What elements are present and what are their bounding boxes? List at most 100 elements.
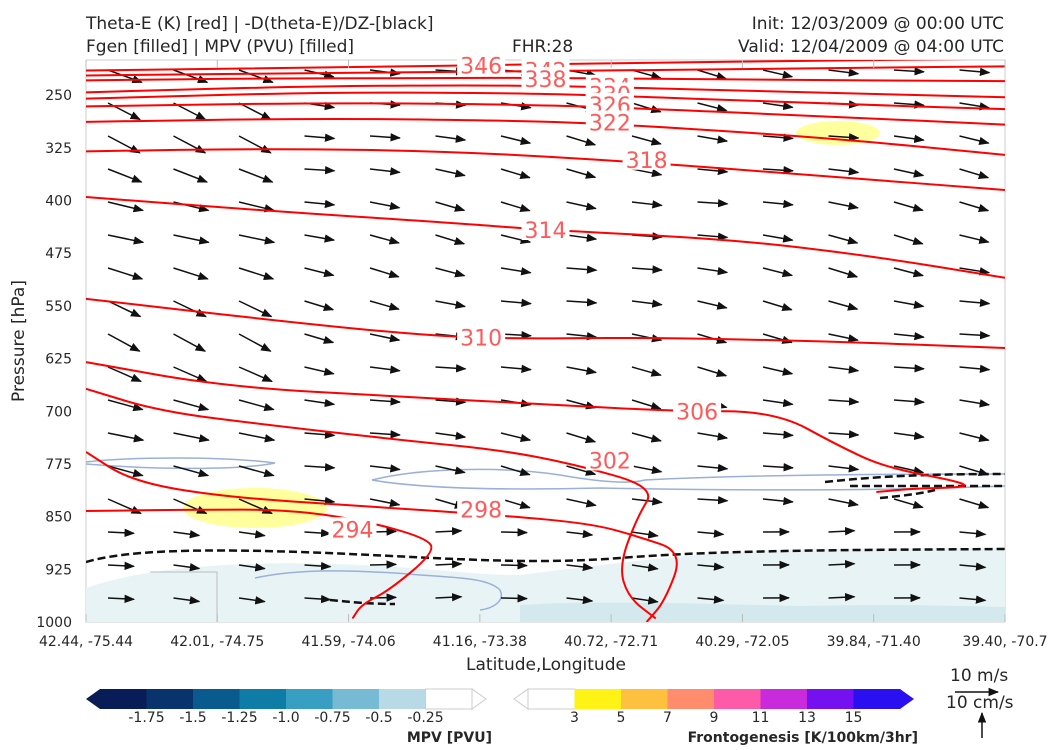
wind-arrow: [500, 465, 531, 476]
wind-vectors: [107, 67, 991, 605]
wind-arrow: [566, 135, 597, 147]
wind-arrow: [697, 432, 729, 441]
wind-arrow: [304, 561, 332, 571]
y-tick-label: 925: [45, 562, 72, 578]
wind-arrow: [107, 432, 145, 443]
wind-arrow: [566, 233, 598, 242]
wind-arrow: [566, 331, 598, 341]
wind-arrow: [238, 432, 276, 443]
wind-arrow: [107, 267, 144, 281]
wind-arrow: [173, 300, 207, 318]
wind-arrow: [828, 397, 860, 406]
mpv-colorbar-title: MPV [PVU]: [407, 730, 492, 746]
wind-arrow: [893, 234, 924, 246]
mpv-contour-surface: [254, 570, 502, 611]
wind-arrow: [173, 530, 201, 539]
wind-arrow: [566, 201, 597, 211]
valid-time: Valid: 12/04/2009 @ 04:00 UTC: [738, 37, 1004, 57]
wind-arrow: [566, 529, 594, 539]
wind-arrow: [173, 267, 209, 281]
wind-arrow: [893, 397, 925, 406]
wind-arrow: [238, 465, 275, 478]
theta-e-label-bg: [457, 325, 506, 348]
theta-e-contour: [86, 84, 1005, 99]
wind-arrow: [369, 430, 401, 439]
fgen-colorbar-swatch: [714, 689, 761, 709]
fgen-colorbar-tick: 9: [710, 710, 719, 726]
wind-arrow: [697, 463, 729, 473]
theta-e-label: 314: [525, 219, 567, 244]
wind-arrow: [500, 267, 532, 276]
mpv-colorbar-extend-left: [86, 689, 100, 709]
wind-arrow: [697, 232, 729, 241]
theta-e-contour: [86, 117, 1005, 156]
theta-e-label-bg: [622, 147, 671, 170]
theta-e-label-bg: [328, 517, 377, 540]
x-tick-label: 39.40, -70.7: [962, 634, 1047, 650]
wind-arrow: [369, 498, 401, 508]
wind-arrow: [828, 267, 859, 279]
wind-arrow: [631, 399, 662, 411]
wind-arrow: [893, 431, 925, 441]
wind-arrow: [369, 167, 401, 176]
wind-arrow: [107, 201, 145, 213]
wind-arrow: [304, 398, 336, 408]
wind-arrow: [697, 496, 729, 505]
wind-arrow: [762, 398, 794, 408]
wind-arrow: [566, 168, 597, 179]
fhr-label: FHR:28: [512, 37, 574, 57]
wind-arrow: [173, 366, 208, 383]
wind-arrow: [697, 135, 729, 144]
wind-arrow: [762, 199, 794, 209]
wind-arrow: [435, 397, 467, 406]
wind-arrow: [566, 465, 597, 476]
wind-arrow: [173, 234, 210, 245]
wind-arrow: [304, 430, 336, 439]
wind-arrow: [238, 201, 276, 213]
frontogenesis-colorbar-title: Frontogenesis [K/100km/3hr]: [688, 730, 918, 746]
wind-arrow: [762, 300, 793, 312]
wind-arrow: [304, 199, 336, 209]
wind-arrow: [893, 300, 925, 309]
theta-e-label-bg: [585, 110, 634, 133]
x-tick-label: 41.16, -73.38: [433, 634, 527, 650]
terrain-outline: [150, 571, 218, 622]
fgen-colorbar-tick: 11: [752, 710, 770, 726]
mpv-colorbar-tick: -0.5: [365, 710, 392, 726]
wind-arrow: [173, 69, 209, 84]
wind-arrow: [435, 465, 466, 475]
wind-arrow: [828, 430, 860, 439]
wind-arrow: [697, 595, 725, 604]
wind-arrow: [500, 168, 531, 179]
wind-scale-horizontal: 10 m/s: [950, 666, 1008, 686]
x-tick-label: 40.72, -72.71: [564, 634, 658, 650]
wind-arrow: [828, 234, 859, 245]
wind-arrow: [828, 526, 856, 536]
wind-arrow: [631, 135, 662, 146]
fgen-colorbar-swatch: [853, 689, 901, 709]
fgen-colorbar-tick: 7: [663, 710, 672, 726]
wind-arrow: [566, 265, 598, 274]
mpv-colorbar-tick: -0.25: [407, 710, 443, 726]
wind-arrow: [697, 266, 729, 276]
theta-e-label: 310: [460, 326, 502, 351]
wind-arrow: [697, 529, 725, 538]
wind-arrow: [893, 134, 925, 143]
wind-arrow: [500, 331, 532, 340]
theta-e-label-bg: [521, 218, 570, 241]
x-tick-label: 40.29, -72.05: [695, 634, 789, 650]
fgen-colorbar-extend-left: [513, 688, 529, 710]
wind-arrow: [435, 168, 466, 178]
wind-arrow: [173, 399, 210, 412]
wind-arrow: [697, 69, 728, 81]
fgen-colorbar-extend-right: [900, 689, 914, 709]
wind-arrow: [435, 134, 467, 143]
wind-arrow: [762, 366, 794, 376]
wind-arrow: [238, 530, 266, 539]
wind-arrow: [959, 498, 990, 509]
fgen-colorbar-tick: 15: [845, 710, 863, 726]
wind-arrow: [500, 432, 532, 442]
mpv-contour-mid-lower: [371, 479, 1005, 491]
wind-arrow: [762, 430, 794, 439]
wind-arrow: [435, 431, 467, 440]
